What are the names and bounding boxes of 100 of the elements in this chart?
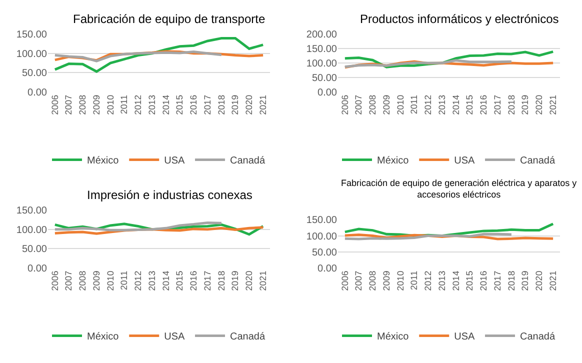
x-tick-label: 2020 <box>244 94 254 115</box>
y-tick-label: 200.00 <box>306 30 338 41</box>
x-tick-label: 2015 <box>464 94 475 115</box>
y-tick-label: 100.00 <box>16 48 48 60</box>
y-tick-label: 0.00 <box>28 264 48 275</box>
x-tick-label: 2011 <box>119 94 130 114</box>
y-tick-label: 50.00 <box>22 244 48 256</box>
y-tick-label: 150.00 <box>306 44 338 56</box>
y-tick-label: 0.00 <box>28 88 48 99</box>
x-tick-label: 2009 <box>91 94 102 115</box>
chart-title: Productos informáticos y electrónicos <box>360 12 559 26</box>
legend-label: México <box>377 332 410 343</box>
x-tick-label: 2007 <box>64 94 74 115</box>
x-tick-label: 2018 <box>216 270 226 291</box>
x-tick-label: 2014 <box>450 270 461 291</box>
y-tick-label: 50.00 <box>312 247 338 258</box>
x-tick-label: 2011 <box>409 94 420 114</box>
x-tick-label: 2012 <box>423 94 434 115</box>
x-tick-label: 2010 <box>105 270 116 291</box>
x-tick-label: 2013 <box>436 270 447 291</box>
y-tick-label: 0.00 <box>318 88 338 99</box>
legend-label: México <box>87 156 120 167</box>
x-tick-label: 2012 <box>133 270 144 291</box>
y-tick-label: 100.00 <box>306 58 338 70</box>
y-tick-label: 100.00 <box>306 231 338 242</box>
x-tick-label: 2007 <box>354 270 364 291</box>
x-tick-label: 2016 <box>478 270 489 291</box>
y-tick-label: 50.00 <box>22 68 48 80</box>
x-tick-label: 2008 <box>78 94 88 115</box>
x-tick-label: 2021 <box>548 94 558 115</box>
x-tick-label: 2010 <box>395 270 406 291</box>
x-tick-label: 2007 <box>354 94 364 115</box>
x-tick-label: 2011 <box>119 270 130 290</box>
x-tick-label: 2013 <box>146 94 157 115</box>
x-tick-label: 2010 <box>105 94 116 115</box>
x-tick-label: 2009 <box>381 94 392 115</box>
chart-title: Fabricación de equipo de transporte <box>73 12 266 26</box>
x-tick-label: 2015 <box>464 270 475 291</box>
line-series <box>54 37 264 73</box>
x-tick-label: 2013 <box>436 94 447 115</box>
legend-label: USA <box>164 156 186 167</box>
line-series <box>54 222 223 232</box>
x-tick-label: 2019 <box>520 94 530 115</box>
y-tick-label: 50.00 <box>312 73 338 84</box>
x-tick-label: 2015 <box>174 94 185 115</box>
x-tick-label: 2017 <box>492 94 502 115</box>
x-tick-label: 2006 <box>50 270 60 291</box>
x-tick-label: 2012 <box>423 270 434 291</box>
chart-title: Fabricación de equipo de generación eléctrica y aparatos y accesorios eléctricos <box>341 178 578 200</box>
x-tick-label: 2009 <box>381 270 392 291</box>
x-tick-label: 2007 <box>64 270 74 291</box>
x-tick-label: 2018 <box>506 94 516 115</box>
x-tick-label: 2018 <box>216 94 226 115</box>
line-series <box>344 59 513 68</box>
x-tick-label: 2014 <box>450 94 461 115</box>
chart-title: Impresión e industrias conexas <box>87 188 252 202</box>
y-tick-label: 0.00 <box>318 264 338 275</box>
x-tick-label: 2008 <box>368 94 378 115</box>
x-tick-label: 2015 <box>174 270 185 291</box>
x-tick-label: 2006 <box>340 270 350 291</box>
legend-label: Canadá <box>230 156 266 167</box>
x-tick-label: 2017 <box>202 94 212 115</box>
x-tick-label: 2020 <box>244 270 254 291</box>
x-tick-label: 2019 <box>520 270 530 291</box>
x-tick-label: 2016 <box>478 94 489 115</box>
x-tick-label: 2019 <box>230 270 240 291</box>
x-tick-label: 2017 <box>202 270 212 291</box>
x-tick-label: 2010 <box>395 94 406 115</box>
legend-label: México <box>87 332 120 343</box>
legend-label: USA <box>164 332 186 343</box>
x-tick-label: 2006 <box>340 94 350 115</box>
x-tick-label: 2014 <box>160 270 171 291</box>
x-tick-label: 2017 <box>492 270 502 291</box>
legend-label: Canadá <box>520 332 556 343</box>
legend-label: Canadá <box>230 332 266 343</box>
x-tick-label: 2021 <box>258 270 268 291</box>
legend-label: USA <box>454 332 476 343</box>
legend-label: Canadá <box>520 156 556 167</box>
legend-label: México <box>377 156 410 167</box>
y-tick-label: 100.00 <box>16 224 48 236</box>
x-tick-label: 2016 <box>188 94 199 115</box>
x-tick-label: 2016 <box>188 270 199 291</box>
x-tick-label: 2013 <box>146 270 157 291</box>
x-tick-label: 2019 <box>230 94 240 115</box>
x-tick-label: 2011 <box>409 270 420 290</box>
x-tick-label: 2020 <box>534 270 544 291</box>
x-tick-label: 2020 <box>534 94 544 115</box>
x-tick-label: 2008 <box>78 270 88 291</box>
x-tick-label: 2008 <box>368 270 378 291</box>
x-tick-label: 2009 <box>91 270 102 291</box>
x-tick-label: 2012 <box>133 94 144 115</box>
x-tick-label: 2006 <box>50 94 60 115</box>
line-series <box>54 50 223 62</box>
x-tick-label: 2014 <box>160 94 171 115</box>
y-tick-label: 150.00 <box>16 205 48 216</box>
x-tick-label: 2021 <box>548 270 558 291</box>
legend-label: USA <box>454 156 476 167</box>
x-tick-label: 2021 <box>258 94 268 115</box>
y-tick-label: 150.00 <box>306 215 338 226</box>
y-tick-label: 150.00 <box>16 30 48 41</box>
